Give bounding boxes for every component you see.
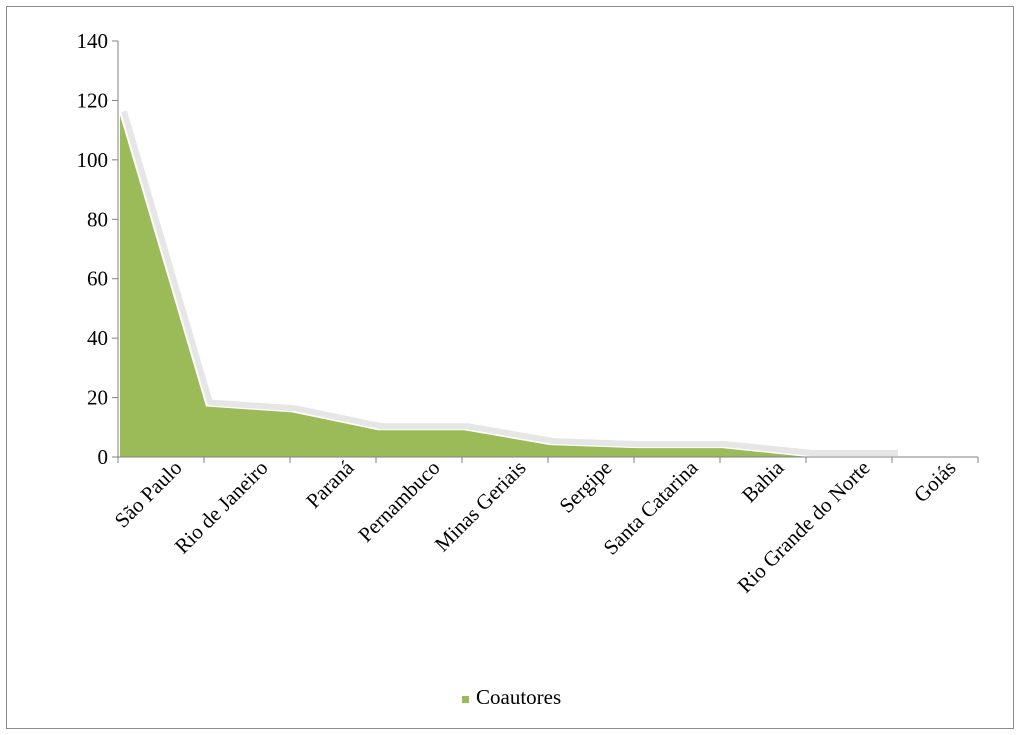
chart-frame: 0 20 40 60 80 100 120 140 São Paulo Rio de Janei… [6, 6, 1014, 729]
axes-layer [112, 40, 979, 463]
legend-label-coautores: Coautores [476, 685, 561, 709]
y-tick-label: 100 [77, 148, 109, 172]
y-tick-label: 40 [87, 326, 108, 350]
area-shadow-layer [121, 110, 898, 456]
y-tick-label: 120 [77, 88, 109, 112]
legend: Coautores [462, 685, 561, 709]
x-tick-label: Rio de Janeiro [170, 456, 273, 559]
x-tick-label: Goiás [909, 456, 961, 508]
area-series-coautores [120, 115, 894, 458]
x-tick-label: Paraná [301, 455, 359, 513]
x-tick-label: Pernambuco [353, 456, 444, 547]
y-tick-label: 0 [98, 445, 109, 469]
y-tick-labels: 0 20 40 60 80 100 120 140 [77, 29, 109, 469]
y-tick-label: 140 [77, 29, 109, 53]
x-tick-label: Minas Geriais [430, 456, 531, 557]
y-tick-label: 60 [87, 267, 108, 291]
legend-swatch-coautores [462, 696, 469, 703]
y-tick-label: 80 [87, 207, 108, 231]
x-tick-label: Bahia [737, 455, 789, 507]
area-series-layer [120, 115, 894, 458]
x-tick-label: Sergipe [554, 456, 616, 518]
x-tick-label: São Paulo [110, 456, 187, 533]
y-tick-label: 20 [87, 386, 108, 410]
area-shadow [121, 110, 898, 456]
